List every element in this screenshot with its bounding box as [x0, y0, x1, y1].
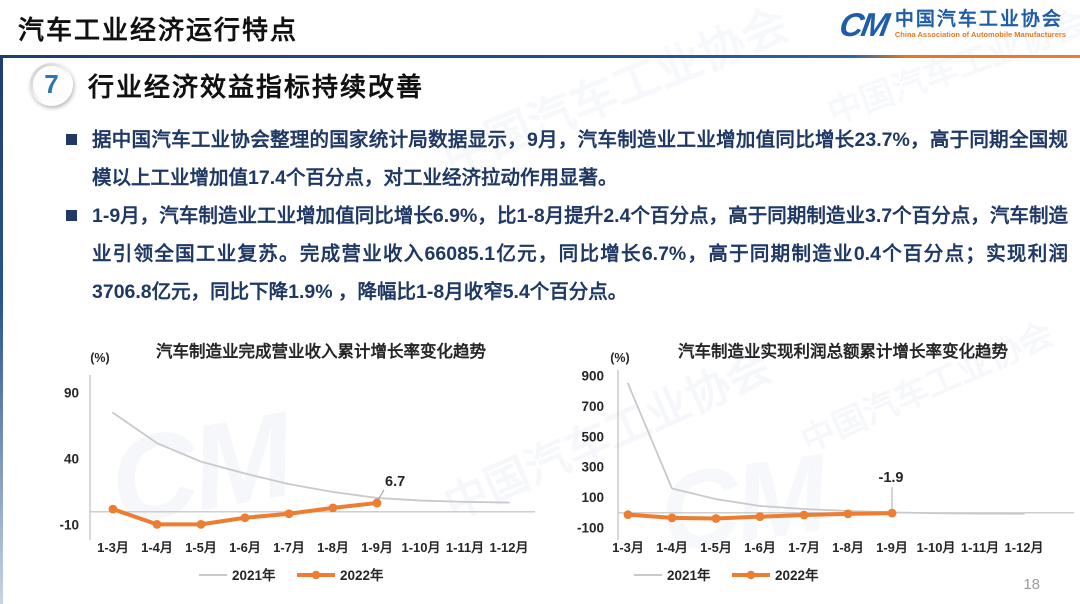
x-tick-label: 1-3月: [612, 540, 644, 555]
x-tick-label: 1-9月: [361, 540, 393, 555]
legend-marker: [311, 570, 321, 580]
x-tick-label: 1-9月: [876, 540, 908, 555]
data-point-marker: [152, 519, 162, 529]
chart-legend: 2021年 2022年: [634, 567, 819, 583]
x-tick-label: 1-5月: [185, 540, 217, 555]
caam-logo-en: China Association of Automobile Manufact…: [894, 30, 1066, 40]
x-tick-label: 1-10月: [401, 540, 440, 555]
data-point-marker: [196, 519, 206, 529]
bullet-text: 1-9月，汽车制造业工业增加值同比增长6.9%，比1-8月提升2.4个百分点，高…: [92, 205, 1068, 303]
annotation-label: -1.9: [879, 470, 904, 486]
page-title: 汽车工业经济运行特点: [18, 15, 299, 45]
data-point-marker: [372, 498, 382, 508]
x-tick-label: 1-7月: [788, 540, 820, 555]
x-tick-label: 1-8月: [317, 540, 349, 555]
y-axis-unit-label: (%): [610, 351, 629, 365]
page-number: 18: [1023, 576, 1040, 593]
y-tick-label: -10: [59, 518, 79, 533]
y-tick-label: 500: [581, 429, 604, 444]
chart-title: 汽车制造业实现利润总额累计增长率变化趋势: [678, 341, 1009, 361]
legend-label: 2022年: [340, 567, 384, 583]
section-heading: 行业经济效益指标持续改善: [88, 72, 425, 102]
legend-label: 2021年: [667, 567, 711, 583]
data-point-marker: [755, 512, 765, 522]
chart-legend: 2021年 2022年: [199, 567, 384, 583]
x-tick-label: 1-10月: [916, 540, 955, 555]
legend-label: 2022年: [775, 567, 819, 583]
chart-title: 汽车制造业完成营业收入累计增长率变化趋势: [156, 341, 487, 361]
legend-label: 2021年: [232, 567, 276, 583]
x-tick-label: 1-5月: [700, 540, 732, 555]
chart-canvas: 汽车制造业完成营业收入累计增长率变化趋势 (%) 90 40 -10 1-3月 1-4月 1-…: [59, 341, 535, 583]
data-point-marker: [667, 513, 677, 523]
x-tick-label: 1-6月: [744, 540, 776, 555]
x-tick-label: 1-11月: [961, 540, 999, 555]
left-rail: [0, 57, 3, 604]
y-tick-label: 90: [64, 386, 79, 401]
y-tick-label: 100: [581, 490, 604, 505]
bullet-item: 据中国汽车工业协会整理的国家统计局数据显示，9月，汽车制造业工业增加值同比增长2…: [64, 121, 1068, 197]
bullet-marker-icon: [66, 134, 77, 145]
revenue-growth-chart: 汽车制造业完成营业收入累计增长率变化趋势 (%) 90 40 -10 1-3月 1-4月 1-…: [15, 340, 540, 598]
data-point-marker: [843, 509, 853, 519]
section-number-badge: 7: [30, 63, 73, 106]
header-rule: [0, 55, 1080, 58]
data-point-marker: [623, 510, 633, 520]
x-tick-label: 1-3月: [97, 540, 129, 555]
y-tick-label: 40: [64, 452, 79, 467]
bullet-marker-icon: [66, 210, 77, 221]
annotation-label: 6.7: [385, 474, 405, 490]
x-tick-label: 1-12月: [1004, 540, 1043, 555]
x-tick-label: 1-4月: [141, 540, 173, 555]
series-line-2021年: [627, 382, 1025, 515]
section-number: 7: [33, 66, 70, 103]
x-tick-label: 1-12月: [489, 540, 528, 555]
y-tick-label: -100: [577, 521, 604, 536]
legend-marker: [746, 570, 756, 580]
data-point-marker: [284, 509, 294, 519]
data-point-marker: [799, 510, 809, 520]
data-point-marker: [328, 503, 338, 513]
x-tick-label: 1-4月: [656, 540, 688, 555]
x-tick-label: 1-11月: [446, 540, 484, 555]
caam-logo-cn: 中国汽车工业协会: [894, 9, 1063, 31]
bullet-item: 1-9月，汽车制造业工业增加值同比增长6.9%，比1-8月提升2.4个百分点，高…: [64, 197, 1068, 311]
x-tick-label: 1-7月: [273, 540, 305, 555]
data-point-marker: [887, 508, 897, 518]
x-tick-label: 1-6月: [229, 540, 261, 555]
series-line-2021年: [112, 411, 510, 504]
caam-logo: CM 中国汽车工业协会 China Association of Automob…: [836, 6, 1066, 43]
data-point-marker: [240, 513, 250, 523]
x-tick-label: 1-8月: [832, 540, 864, 555]
annotation-leader-line: [377, 489, 385, 501]
y-tick-label: 900: [581, 369, 604, 384]
y-tick-label: 700: [581, 399, 604, 414]
data-point-marker: [108, 504, 118, 514]
data-point-marker: [711, 514, 721, 523]
profit-growth-chart: 汽车制造业实现利润总额累计增长率变化趋势 (%) 900 700 500 300 100 -1…: [562, 340, 1078, 598]
y-tick-label: 300: [581, 460, 604, 475]
bullet-list: 据中国汽车工业协会整理的国家统计局数据显示，9月，汽车制造业工业增加值同比增长2…: [64, 121, 1068, 311]
chart-canvas: 汽车制造业实现利润总额累计增长率变化趋势 (%) 900 700 500 300 100 -1…: [577, 341, 1074, 583]
caam-logo-mark-icon: CM: [836, 6, 891, 43]
bullet-text: 据中国汽车工业协会整理的国家统计局数据显示，9月，汽车制造业工业增加值同比增长2…: [92, 129, 1068, 189]
y-axis-unit-label: (%): [90, 351, 109, 365]
